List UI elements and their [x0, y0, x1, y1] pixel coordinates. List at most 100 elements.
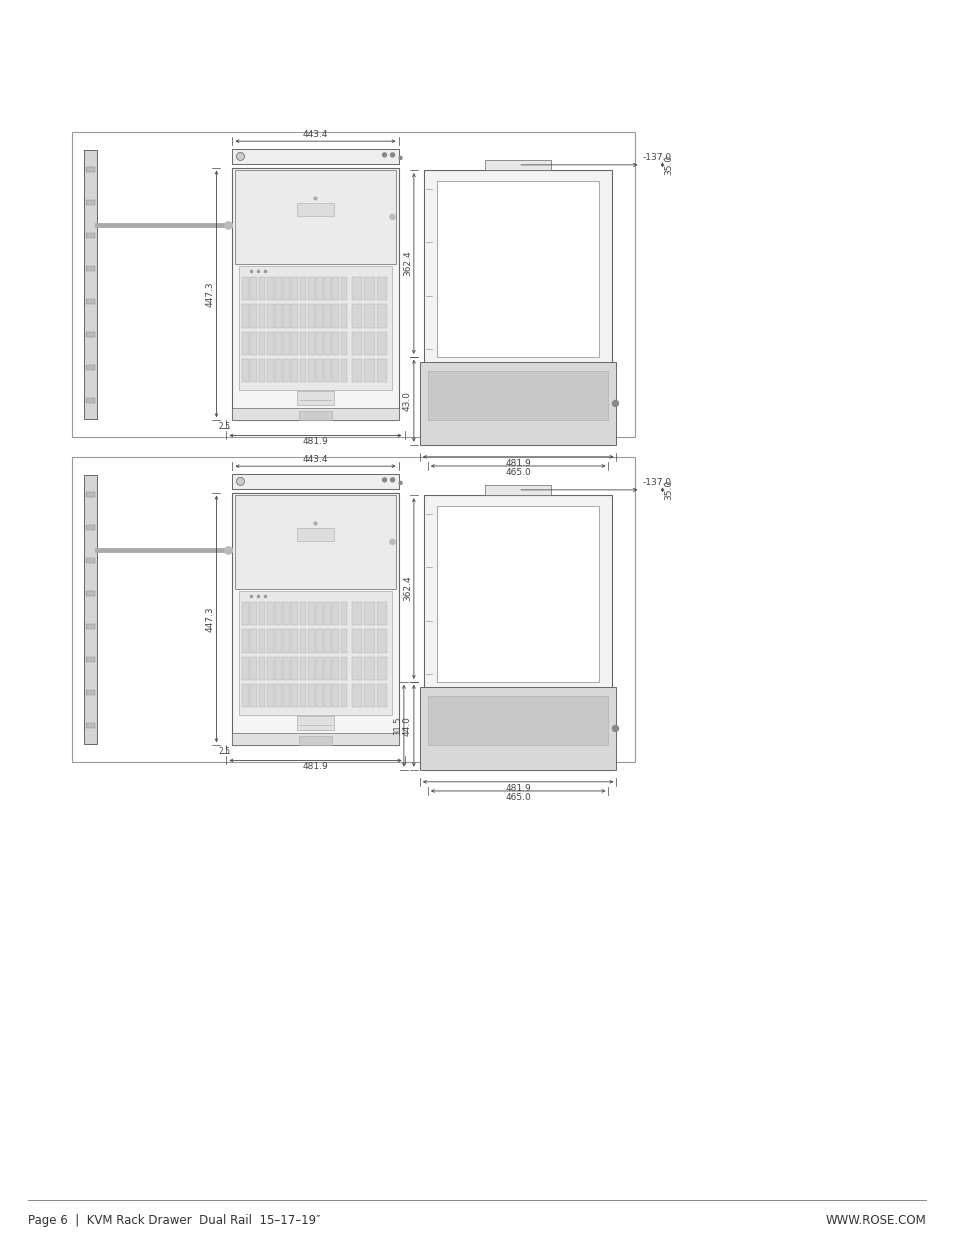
Text: 481.9: 481.9 — [302, 437, 328, 447]
Bar — [87, 299, 95, 304]
Bar — [291, 630, 298, 652]
Bar — [340, 304, 347, 327]
Circle shape — [390, 153, 395, 157]
Text: 35.0: 35.0 — [664, 480, 673, 500]
Bar — [436, 182, 598, 357]
Bar — [308, 277, 314, 300]
Bar — [233, 474, 398, 489]
Bar — [87, 398, 95, 403]
Bar — [87, 592, 95, 597]
Bar — [258, 603, 265, 625]
Text: 362.4: 362.4 — [402, 251, 412, 277]
Text: Page 6  |  KVM Rack Drawer  Dual Rail  15–17–19″: Page 6 | KVM Rack Drawer Dual Rail 15–17… — [28, 1214, 320, 1228]
Bar — [419, 362, 616, 445]
Text: -137.0: -137.0 — [641, 478, 671, 487]
Bar — [250, 359, 257, 383]
Text: 481.9: 481.9 — [505, 459, 531, 468]
Bar — [267, 684, 274, 708]
Bar — [267, 332, 274, 354]
Bar — [352, 657, 362, 680]
Bar — [250, 603, 257, 625]
Bar — [376, 603, 387, 625]
Bar — [340, 603, 347, 625]
Bar — [274, 630, 281, 652]
Bar — [315, 684, 322, 708]
Bar — [267, 603, 274, 625]
Bar — [308, 657, 314, 680]
Bar — [315, 657, 322, 680]
Bar — [84, 151, 97, 419]
Bar — [299, 657, 306, 680]
Circle shape — [398, 482, 401, 484]
Bar — [364, 603, 375, 625]
Bar — [297, 529, 334, 541]
Text: 362.4: 362.4 — [402, 576, 412, 601]
Bar — [274, 657, 281, 680]
Bar — [250, 630, 257, 652]
Circle shape — [612, 725, 618, 731]
Bar — [258, 304, 265, 327]
Bar — [274, 684, 281, 708]
Bar — [340, 684, 347, 708]
Bar — [87, 167, 95, 172]
Bar — [299, 630, 306, 652]
Bar — [364, 684, 375, 708]
Bar — [242, 277, 249, 300]
Bar — [242, 630, 249, 652]
Bar — [242, 657, 249, 680]
Bar — [423, 170, 612, 445]
Bar — [258, 657, 265, 680]
Bar — [233, 168, 398, 420]
Bar — [235, 495, 395, 589]
Bar — [283, 684, 290, 708]
Text: WWW.ROSE.COM: WWW.ROSE.COM — [824, 1214, 925, 1228]
Bar — [87, 492, 95, 498]
Circle shape — [390, 478, 395, 482]
Bar — [233, 493, 398, 745]
Bar — [283, 603, 290, 625]
Bar — [258, 359, 265, 383]
Bar — [87, 200, 95, 205]
Bar — [352, 603, 362, 625]
Circle shape — [382, 153, 386, 157]
Circle shape — [389, 214, 395, 220]
Bar — [87, 364, 95, 370]
Text: -137.0: -137.0 — [641, 153, 671, 162]
Bar — [364, 332, 375, 354]
Bar — [235, 170, 395, 263]
Bar — [324, 332, 331, 354]
Bar — [315, 359, 322, 383]
Bar — [332, 630, 339, 652]
Bar — [283, 277, 290, 300]
Bar — [274, 304, 281, 327]
Bar — [364, 630, 375, 652]
Bar — [87, 722, 95, 727]
Bar — [299, 603, 306, 625]
Bar — [332, 359, 339, 383]
Bar — [428, 695, 608, 745]
Circle shape — [382, 478, 386, 482]
Bar — [436, 506, 598, 682]
Bar — [324, 603, 331, 625]
Bar — [283, 657, 290, 680]
Bar — [291, 304, 298, 327]
Bar — [315, 304, 322, 327]
Text: 2.5: 2.5 — [218, 422, 231, 431]
Text: 465.0: 465.0 — [505, 468, 531, 477]
Text: 481.9: 481.9 — [302, 762, 328, 772]
Bar — [258, 630, 265, 652]
Bar — [267, 657, 274, 680]
Text: 2.5: 2.5 — [218, 747, 231, 756]
Bar — [352, 332, 362, 354]
Text: 443.4: 443.4 — [302, 456, 328, 464]
Bar — [233, 148, 398, 164]
Bar — [299, 359, 306, 383]
Bar — [376, 684, 387, 708]
Bar — [364, 277, 375, 300]
Bar — [233, 732, 398, 745]
Bar — [274, 359, 281, 383]
Bar — [87, 624, 95, 629]
Bar — [324, 657, 331, 680]
Bar — [332, 657, 339, 680]
Bar — [364, 657, 375, 680]
